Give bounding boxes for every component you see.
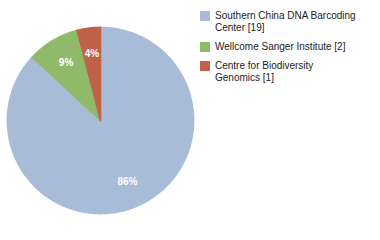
html-text:Wellcome Sanger Institute [2]: Wellcome Sanger Institute [2] <box>215 41 346 52</box>
html-text:Centre for Biodiversity Genomi: Centre for Biodiversity Genomics [1] <box>215 60 314 83</box>
html-text:Southern China DNA Barcoding C: Southern China DNA Barcoding Center [19] <box>215 10 356 33</box>
svg-text:9%: 9% <box>59 57 74 68</box>
svg-text:4%: 4% <box>85 48 100 59</box>
svg-text:86%: 86% <box>117 176 137 187</box>
